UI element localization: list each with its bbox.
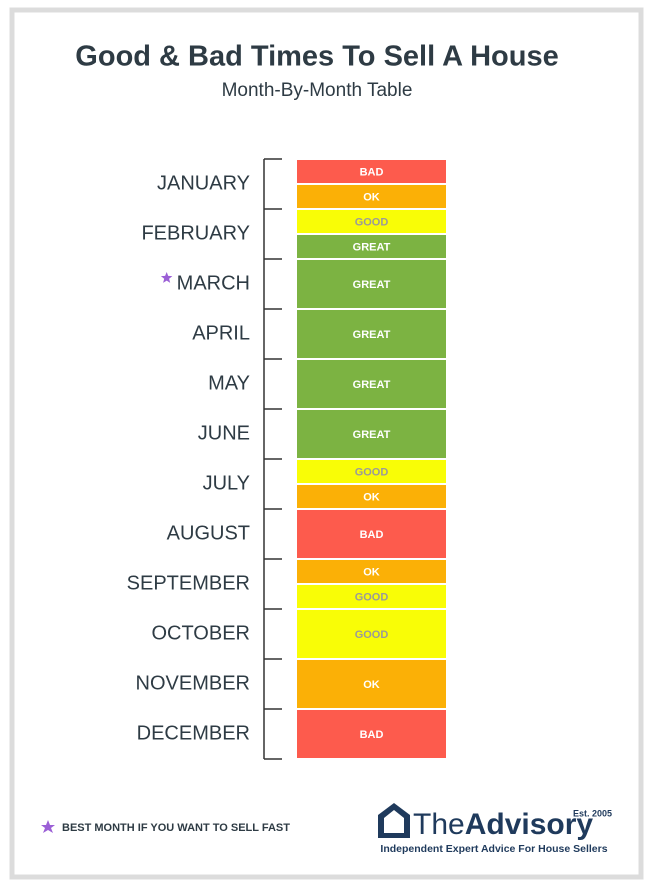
rating-cell xyxy=(297,510,446,558)
star-icon xyxy=(41,820,55,833)
month-label: MAY xyxy=(208,372,250,394)
rating-cell xyxy=(297,560,446,583)
rating-label: GREAT xyxy=(353,279,391,291)
title: Good & Bad Times To Sell A House xyxy=(75,41,558,73)
brand-bold: Advisory xyxy=(465,808,594,841)
house-icon xyxy=(378,803,410,838)
rating-cell xyxy=(297,360,446,408)
rating-label: GREAT xyxy=(353,429,391,441)
month-label: SEPTEMBER xyxy=(127,572,250,594)
established: Est. 2005 xyxy=(573,808,612,818)
month-rows: JANUARY BAD OK FEBRUARY GOOD GREAT MARCH GREAT A… xyxy=(127,158,446,760)
rating-label: OK xyxy=(363,491,380,503)
best-star xyxy=(160,272,173,283)
rating-label: GOOD xyxy=(355,591,389,603)
rating-label: OK xyxy=(363,679,380,691)
rating-label: BAD xyxy=(360,529,384,541)
rating-cell xyxy=(297,660,446,708)
rating-label: GREAT xyxy=(353,379,391,391)
month-label: AUGUST xyxy=(167,522,250,544)
month-label: JULY xyxy=(203,472,250,494)
subtitle: Month-By-Month Table xyxy=(222,80,413,101)
rating-cell xyxy=(297,460,446,483)
logo: TheAdvisory Est. 2005 Independent Expert… xyxy=(378,803,612,855)
month-label: FEBRUARY xyxy=(141,222,250,244)
rating-cell xyxy=(297,260,446,308)
month-label: OCTOBER xyxy=(151,622,250,644)
rating-label: GOOD xyxy=(355,629,389,641)
rating-label: GOOD xyxy=(355,216,389,228)
rating-label: GREAT xyxy=(353,241,391,253)
month-label: NOVEMBER xyxy=(136,672,250,694)
rating-cell xyxy=(297,210,446,233)
rating-cell xyxy=(297,585,446,608)
rating-label: OK xyxy=(363,191,380,203)
rating-label: BAD xyxy=(360,166,384,178)
rating-label: BAD xyxy=(360,729,384,741)
brand: TheAdvisory xyxy=(413,808,593,841)
rating-cell xyxy=(297,160,446,183)
month-label: MARCH xyxy=(177,272,250,294)
footnote: BEST MONTH IF YOU WANT TO SELL FAST xyxy=(62,822,290,834)
brand-light: The xyxy=(413,808,465,841)
month-label: APRIL xyxy=(192,322,250,344)
month-label: JANUARY xyxy=(157,172,250,194)
rating-cell xyxy=(297,235,446,258)
rating-cell xyxy=(297,485,446,508)
rating-cell xyxy=(297,410,446,458)
rating-label: GREAT xyxy=(353,329,391,341)
rating-cell xyxy=(297,610,446,658)
month-label: DECEMBER xyxy=(137,722,250,744)
month-label: JUNE xyxy=(198,422,250,444)
rating-cell xyxy=(297,710,446,758)
rating-cell xyxy=(297,310,446,358)
rating-label: OK xyxy=(363,566,380,578)
rating-cell xyxy=(297,185,446,208)
rating-label: GOOD xyxy=(355,466,389,478)
tagline: Independent Expert Advice For House Sell… xyxy=(380,843,607,855)
